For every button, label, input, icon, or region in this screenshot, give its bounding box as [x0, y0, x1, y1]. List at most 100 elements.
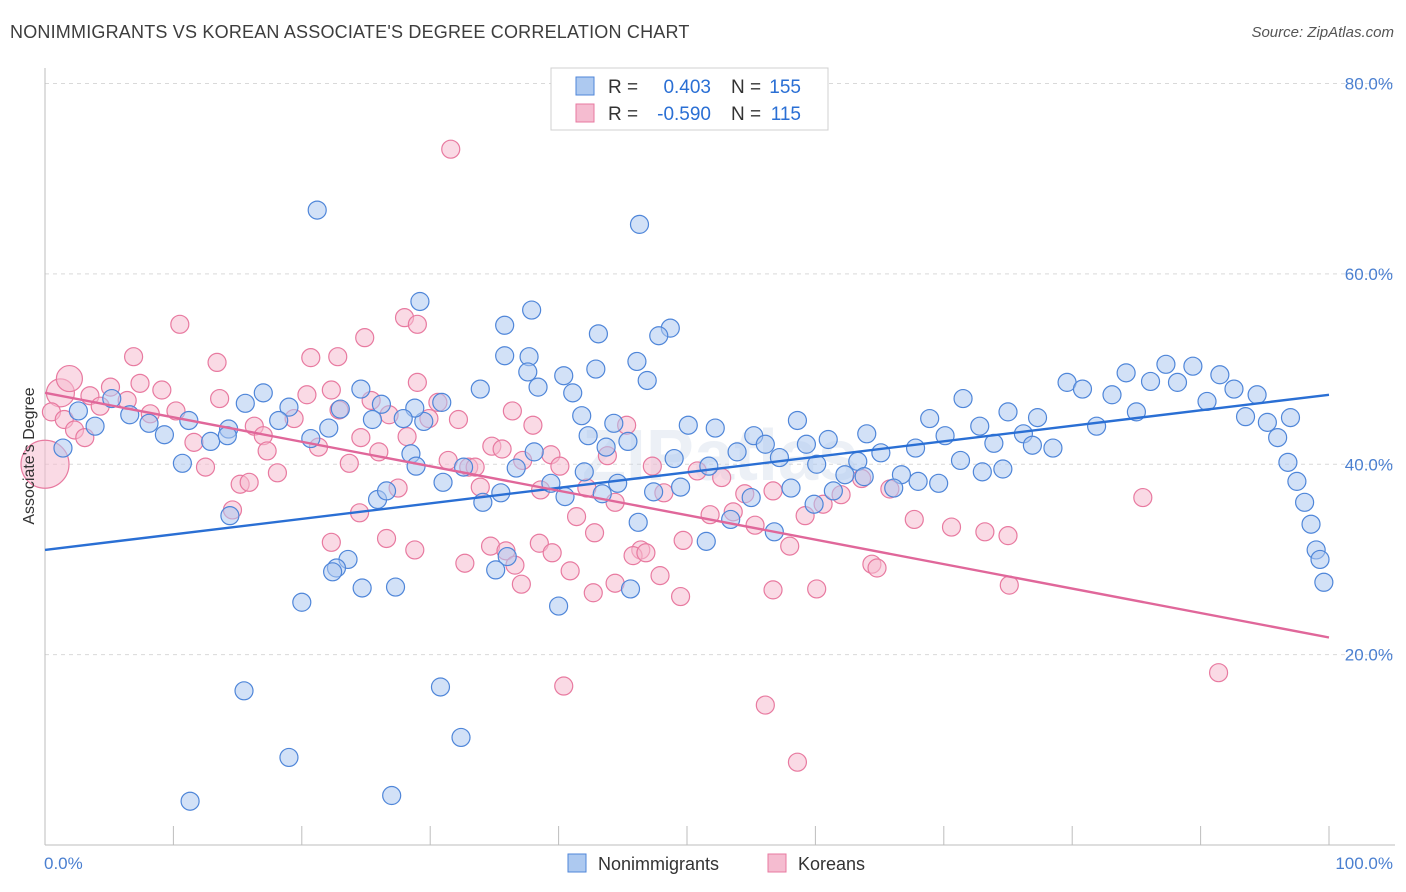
- nonimmigrants-point: [495, 315, 515, 335]
- nonimmigrants-point: [818, 429, 838, 450]
- nonimmigrants-point: [68, 401, 88, 421]
- koreans-point: [267, 463, 288, 483]
- nonimmigrants-point: [807, 454, 827, 474]
- koreans-point: [339, 453, 359, 473]
- nonimmigrants-point: [1043, 438, 1063, 458]
- nonimmigrants-point: [578, 426, 598, 446]
- nonimmigrants-point: [1072, 379, 1093, 399]
- legend-r-value-1: 0.403: [663, 77, 711, 98]
- koreans-point: [670, 586, 691, 607]
- bottom-legend-label-koreans: Koreans: [798, 854, 865, 874]
- bottom-legend: Nonimmigrants Koreans: [567, 853, 865, 874]
- nonimmigrants-point: [235, 393, 255, 413]
- koreans-point: [170, 314, 190, 334]
- nonimmigrants-point: [362, 409, 383, 430]
- nonimmigrants-point: [574, 462, 594, 482]
- koreans-point: [542, 543, 562, 563]
- koreans-point: [787, 752, 808, 772]
- nonimmigrants-point: [627, 351, 647, 372]
- nonimmigrants-point: [1278, 452, 1298, 472]
- koreans-point: [755, 695, 775, 715]
- koreans-point: [780, 536, 800, 556]
- legend-swatch-nonimmigrants: [575, 76, 595, 96]
- koreans-point: [321, 380, 341, 400]
- nonimmigrants-point: [596, 437, 616, 457]
- koreans-point: [650, 566, 670, 586]
- trend-lines: [44, 391, 1330, 639]
- nonimmigrants-point: [972, 462, 992, 482]
- nonimmigrants-point: [1287, 471, 1307, 491]
- nonimmigrants-point: [1314, 572, 1334, 592]
- nonimmigrants-point: [588, 324, 609, 344]
- nonimmigrants-point: [993, 459, 1013, 479]
- y-tick-label-40: 40.0%: [1345, 455, 1393, 474]
- nonimmigrants-point: [854, 467, 874, 487]
- nonimmigrants-point: [279, 397, 299, 417]
- nonimmigrants-point: [451, 727, 471, 748]
- nonimmigrants-point: [172, 453, 192, 473]
- nonimmigrants-point: [497, 546, 517, 567]
- nonimmigrants-trend-line: [44, 393, 1330, 552]
- koreans-point: [511, 574, 531, 594]
- koreans-point: [807, 579, 827, 599]
- legend-swatch-koreans: [575, 103, 595, 123]
- koreans-point: [998, 526, 1018, 546]
- koreans-point: [502, 401, 522, 421]
- nonimmigrants-point: [1247, 385, 1267, 405]
- nonimmigrants-point: [139, 413, 159, 433]
- nonimmigrants-point: [1210, 365, 1230, 385]
- nonimmigrants-point: [85, 416, 105, 436]
- nonimmigrants-point: [319, 418, 339, 438]
- nonimmigrants-point: [696, 531, 716, 551]
- nonimmigrants-point: [307, 200, 327, 220]
- nonimmigrants-point: [1268, 427, 1288, 448]
- nonimmigrants-point: [796, 434, 817, 454]
- nonimmigrants-point: [998, 402, 1018, 422]
- koreans-point: [55, 364, 83, 393]
- nonimmigrants-point: [1140, 371, 1161, 392]
- nonimmigrants-point: [352, 578, 372, 598]
- x-tick-label-min: 0.0%: [44, 854, 83, 873]
- nonimmigrants-point: [644, 482, 664, 502]
- nonimmigrants-point: [376, 481, 397, 501]
- koreans-point: [328, 347, 348, 367]
- koreans-point: [904, 509, 924, 530]
- nonimmigrants-point: [351, 379, 371, 399]
- koreans-point: [492, 439, 512, 459]
- nonimmigrants-point: [908, 471, 928, 491]
- nonimmigrants-point: [292, 592, 312, 612]
- nonimmigrants-point: [884, 478, 904, 498]
- koreans-trend-line: [44, 391, 1330, 639]
- nonimmigrants-point: [835, 465, 855, 485]
- koreans-point: [763, 481, 783, 501]
- koreans-point: [195, 457, 216, 477]
- nonimmigrants-point: [929, 473, 949, 493]
- nonimmigrants-point: [102, 388, 122, 409]
- nonimmigrants-point: [253, 383, 273, 403]
- nonimmigrants-point: [201, 431, 221, 452]
- nonimmigrants-point: [410, 291, 430, 312]
- nonimmigrants-point: [727, 442, 747, 462]
- nonimmigrants-point: [950, 450, 971, 471]
- nonimmigrants-point: [1116, 363, 1136, 383]
- nonimmigrants-point: [486, 560, 506, 580]
- nonimmigrants-point: [518, 362, 538, 382]
- nonimmigrants-point: [1167, 372, 1188, 392]
- koreans-point: [448, 409, 469, 430]
- koreans-point: [763, 580, 783, 600]
- chart-title: NONIMMIGRANTS VS KOREAN ASSOCIATE'S DEGR…: [10, 22, 690, 42]
- nonimmigrants-point: [781, 478, 801, 498]
- nonimmigrants-point: [586, 359, 606, 379]
- legend-r-label-2: R =: [608, 104, 638, 125]
- koreans-point: [441, 139, 461, 159]
- nonimmigrants-point: [787, 410, 808, 431]
- koreans-point: [636, 543, 656, 563]
- nonimmigrants-point: [382, 785, 402, 806]
- nonimmigrants-point: [1235, 407, 1256, 427]
- nonimmigrants-point: [432, 392, 452, 412]
- nonimmigrants-point: [1257, 412, 1277, 432]
- nonimmigrants-point: [618, 431, 638, 452]
- legend-n-value-1: 155: [769, 77, 801, 98]
- koreans-point: [1208, 663, 1229, 683]
